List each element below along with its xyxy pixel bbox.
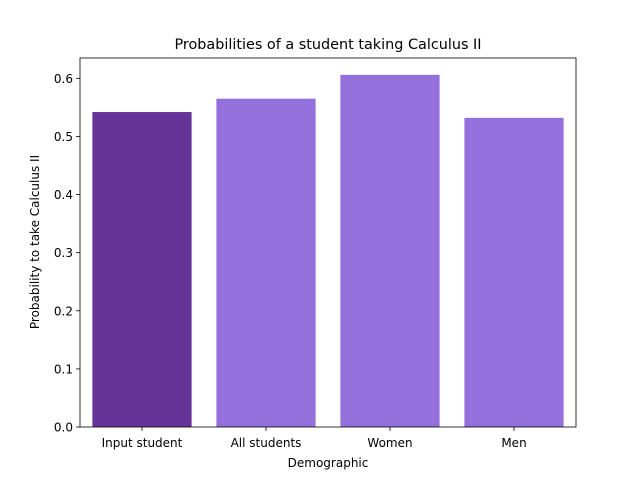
- y-tick-label: 0.1: [54, 362, 73, 376]
- bar-input-student: [92, 112, 192, 428]
- x-tick-label: All students: [231, 436, 302, 450]
- y-tick-label: 0.6: [54, 72, 73, 86]
- bar-all-students: [216, 98, 316, 428]
- plot-frame: [79, 57, 577, 428]
- y-tick-label: 0.2: [54, 304, 73, 318]
- bars-layer: [92, 74, 564, 428]
- y-tick-label: 0.3: [54, 246, 73, 260]
- bar-men: [464, 117, 564, 427]
- y-axis-label: Probability to take Calculus II: [28, 155, 42, 329]
- y-tick-label: 0.4: [54, 188, 73, 202]
- x-tick-label: Men: [501, 436, 526, 450]
- x-tick-label: Women: [367, 436, 412, 450]
- chart-title: Probabilities of a student taking Calcul…: [174, 37, 481, 53]
- x-tick-label: Input student: [102, 436, 183, 450]
- y-tick-label: 0.5: [54, 130, 73, 144]
- axes-layer: Input student All students Women Men 0.0 0.1 0…: [54, 57, 577, 450]
- bar-women: [340, 74, 440, 428]
- y-tick-label: 0.0: [54, 421, 73, 435]
- x-axis-label: Demographic: [288, 456, 369, 470]
